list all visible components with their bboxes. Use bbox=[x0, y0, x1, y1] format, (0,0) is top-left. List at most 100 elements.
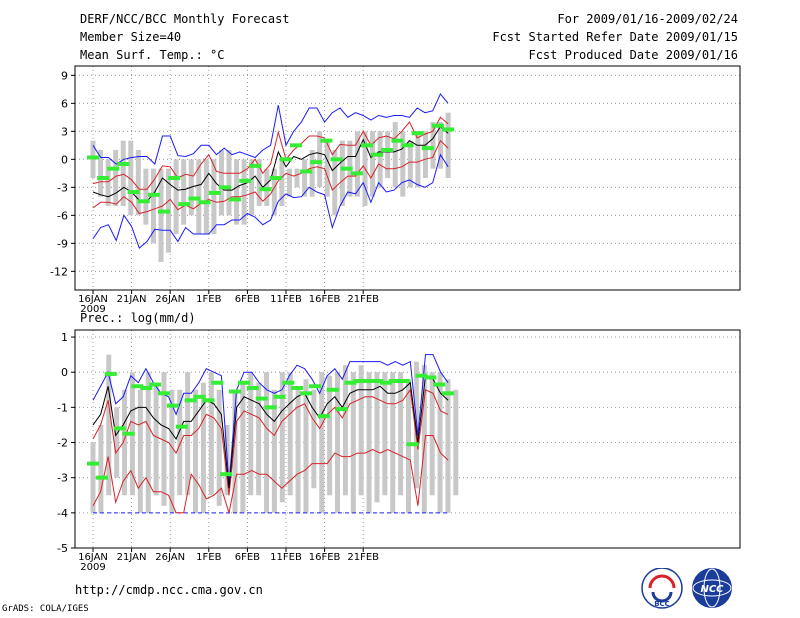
temp-obs-mark bbox=[391, 138, 404, 143]
ncc-logo: NCC bbox=[692, 568, 732, 608]
temp-spread-box bbox=[120, 140, 126, 206]
temp-frame bbox=[74, 65, 741, 291]
prec-spread-box bbox=[240, 382, 246, 513]
prec-obs-mark bbox=[335, 407, 348, 412]
prec-obs-mark bbox=[166, 403, 179, 408]
temp-year-label: 2009 bbox=[80, 304, 105, 315]
temp-obs-mark bbox=[442, 127, 455, 132]
temp-spread-box bbox=[181, 159, 187, 225]
temp-min-line bbox=[92, 153, 449, 249]
prec-year-label: 2009 bbox=[80, 562, 105, 573]
prec-spread-box bbox=[327, 375, 333, 496]
prec-spread-box bbox=[200, 382, 206, 513]
prec-obs-mark bbox=[211, 380, 224, 385]
bcc-logo: BCC bbox=[641, 568, 683, 609]
prec-spread-box bbox=[429, 372, 435, 496]
temp-spread-box bbox=[445, 112, 451, 178]
prec-spread-box bbox=[421, 365, 427, 513]
prec-frame bbox=[74, 329, 741, 549]
temp-obs-mark bbox=[421, 146, 434, 151]
temp-spread-box bbox=[354, 131, 360, 197]
prec-ytick-label: 1 bbox=[61, 331, 68, 344]
member-size-label: Member Size=40 bbox=[80, 30, 182, 44]
temp-q90-line bbox=[92, 116, 449, 190]
prec-mean-line bbox=[92, 374, 449, 489]
prec-obs-mark bbox=[442, 391, 455, 396]
temp-obs-mark bbox=[198, 200, 211, 205]
svg-text:NCC: NCC bbox=[700, 584, 724, 595]
temp-spread-box bbox=[302, 159, 308, 197]
prec-obs-mark bbox=[353, 378, 366, 383]
prec-spread-box bbox=[122, 389, 128, 496]
forecast-start-date-label: Fcst Started Refer Date 2009/01/15 bbox=[492, 30, 738, 44]
temp-obs-mark bbox=[208, 190, 221, 195]
prec-spread-box bbox=[335, 372, 341, 513]
temp-spread-box bbox=[286, 168, 292, 197]
prec-spread-box bbox=[445, 379, 451, 513]
prec-spread-box bbox=[169, 389, 175, 513]
temp-spread-box bbox=[385, 131, 391, 178]
prec-spread-box bbox=[342, 365, 348, 496]
prec-obs-mark bbox=[113, 426, 126, 431]
prec-obs-mark bbox=[415, 373, 428, 378]
temp-xtick-label: 11FEB bbox=[270, 294, 302, 305]
prec-spread-box bbox=[382, 372, 388, 496]
chart-title: DERF/NCC/BCC Monthly Forecast bbox=[80, 12, 290, 26]
temp-spread-box bbox=[279, 159, 285, 206]
website-link[interactable]: http://cmdp.ncc.cma.gov.cn bbox=[75, 583, 263, 597]
temp-spread-box bbox=[249, 159, 255, 216]
temp-obs-mark bbox=[249, 163, 262, 168]
prec-obs-mark bbox=[291, 386, 304, 391]
prec-spread-box bbox=[398, 372, 404, 496]
temp-obs-mark bbox=[127, 190, 140, 194]
temp-spread-box bbox=[241, 159, 247, 225]
prec-obs-mark bbox=[229, 389, 242, 394]
temp-obs-mark bbox=[117, 162, 130, 166]
temp-obs-mark bbox=[320, 138, 333, 143]
forecast-produced-date-label: Fcst Produced Date 2009/01/16 bbox=[528, 48, 738, 62]
prec-obs-mark bbox=[300, 391, 313, 396]
temp-xtick-label: 16JAN bbox=[78, 294, 108, 305]
prec-obs-mark bbox=[308, 384, 321, 389]
temp-ytick-label: -3 bbox=[57, 181, 68, 194]
temp-spread-box bbox=[105, 159, 111, 206]
prec-spread-box bbox=[374, 372, 380, 503]
temp-spread-box bbox=[370, 131, 376, 197]
temp-spread-box bbox=[430, 122, 436, 169]
temp-obs-mark bbox=[431, 123, 444, 128]
prec-obs-mark bbox=[175, 424, 188, 429]
prec-ytick-label: -3 bbox=[57, 472, 68, 485]
temp-obs-mark bbox=[300, 169, 313, 174]
prec-obs-mark bbox=[104, 371, 117, 376]
prec-obs-mark bbox=[282, 380, 295, 385]
temp-ytick-label: 3 bbox=[61, 125, 68, 138]
temp-obs-mark bbox=[360, 143, 373, 148]
prec-obs-mark bbox=[237, 380, 250, 385]
prec-obs-mark bbox=[379, 380, 392, 385]
prec-q10-line bbox=[92, 435, 449, 514]
forecast-period-label: For 2009/01/16-2009/02/24 bbox=[557, 12, 738, 26]
prec-obs-mark bbox=[264, 405, 277, 410]
prec-obs-mark bbox=[184, 398, 197, 403]
temp-spread-box bbox=[113, 150, 119, 206]
temp-obs-mark bbox=[279, 157, 292, 162]
temp-obs-mark bbox=[259, 187, 272, 192]
prec-spread-box bbox=[287, 372, 293, 496]
temp-spread-box bbox=[407, 140, 413, 188]
prec-obs-mark bbox=[317, 414, 330, 419]
prec-spread-box bbox=[350, 372, 356, 513]
temp-spread-box bbox=[339, 140, 345, 206]
temp-spread-box bbox=[203, 159, 209, 234]
prec-obs-mark bbox=[362, 378, 375, 383]
variable-label: Mean Surf. Temp.: °C bbox=[80, 48, 225, 62]
temp-q10-line bbox=[92, 139, 449, 215]
prec-obs-mark bbox=[433, 382, 446, 387]
prec-panel-title: Prec.: log(mm/d) bbox=[80, 311, 196, 325]
temp-xtick-label: 21JAN bbox=[117, 294, 147, 305]
temp-spread-box bbox=[173, 159, 179, 234]
prec-ytick-label: -4 bbox=[57, 507, 68, 520]
temp-ytick-label: -6 bbox=[57, 209, 68, 222]
temp-obs-mark bbox=[289, 143, 302, 148]
prec-spread-box bbox=[153, 382, 159, 496]
